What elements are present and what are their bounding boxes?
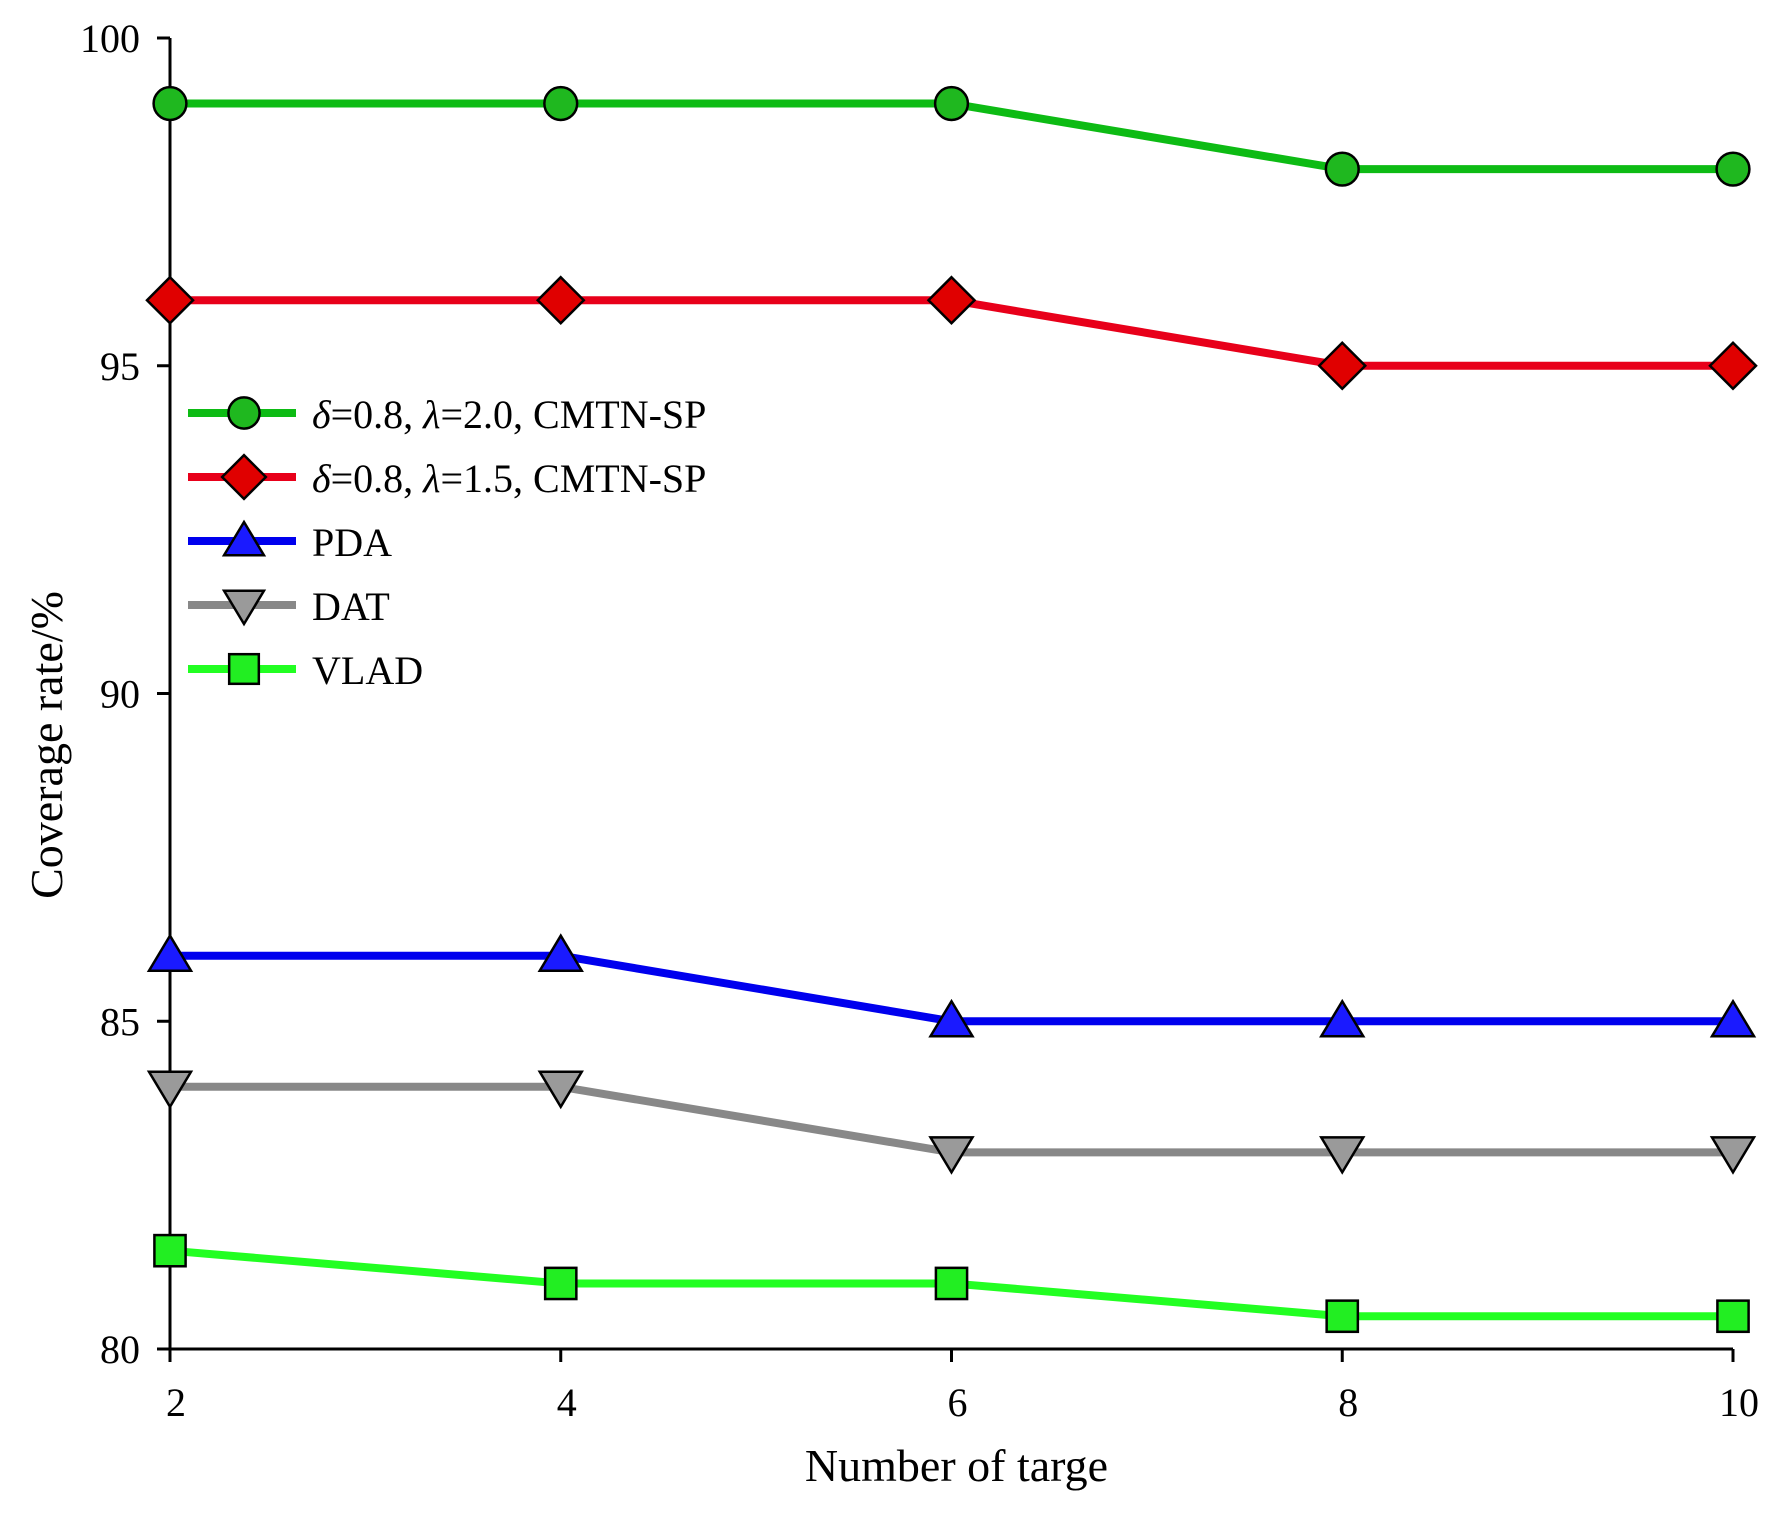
x-ticks: 2 4 6 8 10 — [166, 1349, 1759, 1425]
x-tick-label: 8 — [1338, 1380, 1358, 1425]
data-point-series-1 — [926, 275, 977, 325]
legend-marker-4 — [227, 652, 261, 686]
legend-text-part: =0.8, — [331, 456, 424, 501]
data-point-series-3 — [1709, 1136, 1757, 1175]
legend-symbol: λ — [422, 392, 440, 437]
data-point-series-2 — [1319, 998, 1366, 1038]
legend-marker-3 — [221, 589, 267, 627]
y-axis-title: Coverage rate/% — [21, 591, 72, 899]
data-point-series-0 — [933, 85, 970, 122]
y-tick-label: 95 — [100, 344, 140, 389]
legend-symbol: δ — [312, 456, 332, 501]
legend-text-part: =2.0, CMTN-SP — [440, 392, 706, 437]
data-point-series-1 — [535, 275, 586, 325]
x-tick-label: 6 — [948, 1380, 968, 1425]
legend-symbol: λ — [422, 456, 440, 501]
legend-label-2: PDA — [312, 520, 392, 565]
legend: δ=0.8, λ=2.0, CMTN-SPδ=0.8, λ=1.5, CMTN-… — [188, 392, 706, 693]
data-point-series-4 — [1325, 1299, 1360, 1334]
data-point-series-2 — [928, 998, 975, 1038]
legend-text-part: =1.5, CMTN-SP — [440, 456, 706, 501]
data-point-series-0 — [543, 85, 579, 122]
legend-text-part: =0.8, — [331, 392, 424, 437]
data-point-series-0 — [1715, 151, 1751, 187]
data-point-series-3 — [928, 1136, 975, 1175]
y-tick-label: 85 — [100, 999, 140, 1044]
legend-label-0: δ=0.8, λ=2.0, CMTN-SP — [312, 392, 706, 437]
legend-marker-0 — [227, 396, 261, 430]
legend-label-1: δ=0.8, λ=1.5, CMTN-SP — [312, 456, 706, 501]
legend-symbol: δ — [312, 392, 332, 437]
data-point-series-2 — [1709, 998, 1757, 1038]
y-tick-label: 90 — [100, 672, 140, 717]
data-point-series-1 — [145, 275, 195, 325]
legend-label-4: VLAD — [312, 648, 423, 693]
data-point-series-0 — [1324, 151, 1360, 187]
y-tick-label: 80 — [100, 1327, 140, 1372]
data-point-series-4 — [1716, 1299, 1750, 1334]
data-point-series-2 — [537, 933, 584, 972]
x-tick-label: 2 — [166, 1380, 186, 1425]
data-point-series-1 — [1317, 340, 1368, 391]
marker-layer — [145, 85, 1758, 1334]
x-tick-label: 4 — [557, 1380, 577, 1425]
legend-marker-1 — [220, 453, 268, 501]
data-point-series-2 — [146, 933, 194, 972]
legend-marker-2 — [221, 519, 267, 557]
data-point-series-4 — [934, 1266, 969, 1301]
data-point-series-0 — [152, 85, 188, 122]
data-point-series-3 — [146, 1070, 194, 1110]
x-axis-title: Number of targe — [805, 1440, 1108, 1491]
y-ticks: 80 85 90 95 100 — [80, 16, 170, 1372]
data-point-series-1 — [1708, 340, 1758, 391]
data-point-series-4 — [543, 1266, 578, 1301]
data-point-series-3 — [537, 1070, 584, 1110]
legend-label-3: DAT — [312, 584, 390, 629]
data-point-series-3 — [1319, 1136, 1366, 1175]
x-tick-label: 10 — [1719, 1380, 1759, 1425]
y-tick-label: 100 — [80, 16, 140, 61]
data-point-series-4 — [153, 1233, 187, 1268]
